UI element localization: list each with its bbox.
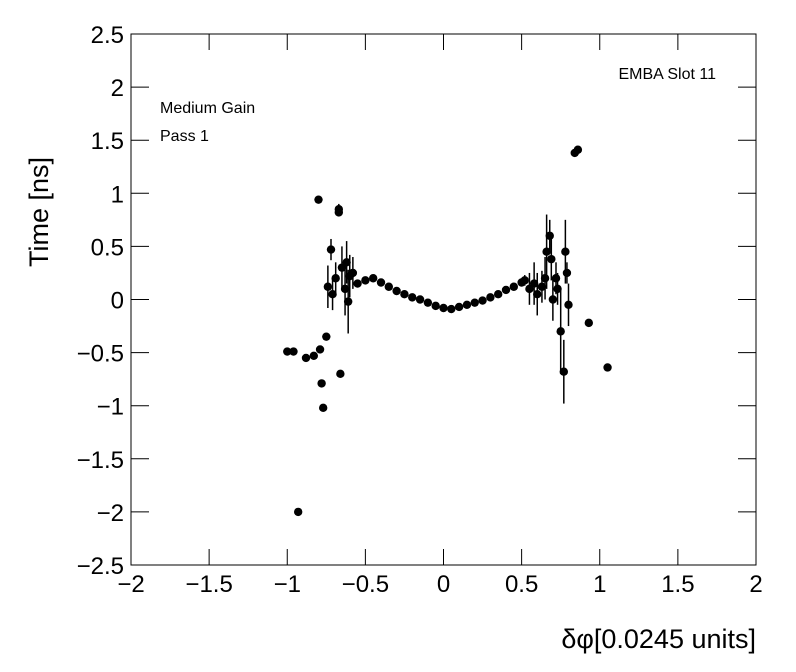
data-point <box>493 289 503 299</box>
x-tick-label: −1.5 <box>185 571 232 598</box>
data-point <box>439 303 448 313</box>
data-point <box>318 403 328 413</box>
data-point <box>545 231 554 240</box>
data-point <box>423 298 433 307</box>
annotation: EMBA Slot 11 <box>618 66 716 83</box>
data-point <box>551 274 561 283</box>
data-point <box>400 289 409 299</box>
x-tick-label: 2 <box>749 571 762 598</box>
data-point <box>556 327 565 336</box>
data-point <box>309 351 319 360</box>
data-point <box>478 296 487 305</box>
data-point <box>283 347 292 356</box>
data-point <box>509 282 519 291</box>
data-point <box>559 367 569 376</box>
x-tick-label: −2 <box>117 571 144 598</box>
data-point <box>328 289 337 299</box>
data-point <box>314 195 323 204</box>
data-point <box>368 274 378 283</box>
annotation: Pass 1 <box>160 128 209 145</box>
data-point <box>376 278 386 287</box>
data-point <box>343 297 353 306</box>
y-tick-label: 1.5 <box>91 128 124 155</box>
data-point <box>603 363 612 372</box>
data-point <box>392 286 401 296</box>
data-point <box>537 282 547 291</box>
data-point <box>408 293 417 302</box>
data-point <box>315 345 325 354</box>
data-point <box>415 295 425 304</box>
data-point <box>301 353 311 363</box>
data-point <box>540 274 550 283</box>
data-point <box>584 318 594 328</box>
data-point <box>342 258 351 267</box>
y-tick-label: −1.5 <box>77 447 124 474</box>
data-point <box>486 293 495 302</box>
x-axis-label: δφ[0.0245 units] <box>561 624 756 654</box>
x-tick-label: −0.5 <box>342 571 389 598</box>
data-point <box>322 332 331 341</box>
x-tick-label: −1 <box>274 571 301 598</box>
data-point <box>520 276 529 285</box>
data-point <box>542 247 551 256</box>
y-tick-label: −0.5 <box>77 341 124 368</box>
data-point <box>548 295 558 304</box>
data-point <box>454 302 464 312</box>
data-point <box>470 298 479 307</box>
x-tick-label: 0.5 <box>505 571 538 598</box>
data-point <box>340 284 350 294</box>
data-point <box>564 300 573 310</box>
data-point <box>501 285 511 295</box>
y-tick-label: −1 <box>97 394 124 421</box>
x-tick-label: 0 <box>437 571 450 598</box>
y-tick-label: −2.5 <box>77 553 124 580</box>
data-point <box>561 247 570 256</box>
data-point <box>331 274 340 283</box>
data-point <box>348 268 358 278</box>
y-tick-label: 0.5 <box>91 234 124 261</box>
data-point <box>317 379 326 388</box>
data-point <box>384 282 394 291</box>
y-tick-label: 0 <box>111 288 124 315</box>
data-point <box>562 268 572 278</box>
data-point <box>334 208 344 217</box>
y-tick-label: 2.5 <box>91 22 124 49</box>
data-point <box>462 300 472 310</box>
y-tick-label: 2 <box>111 75 124 102</box>
annotation: Medium Gain <box>160 100 255 117</box>
x-tick-label: 1 <box>593 571 606 598</box>
data-point <box>361 276 370 285</box>
y-tick-label: 1 <box>111 181 124 208</box>
data-point <box>573 145 583 154</box>
data-point <box>289 347 298 356</box>
data-point <box>326 245 336 254</box>
data-point <box>529 279 539 288</box>
data-point <box>547 254 556 264</box>
data-point <box>533 289 542 299</box>
y-axis-label: Time [ns] <box>24 157 54 267</box>
data-point <box>293 507 303 517</box>
x-tick-label: 1.5 <box>661 571 694 598</box>
data-point <box>447 304 456 314</box>
data-point <box>336 369 345 379</box>
data-point <box>431 301 440 311</box>
data-point <box>353 279 362 288</box>
y-tick-label: −2 <box>97 500 124 527</box>
data-point <box>323 282 333 291</box>
data-point <box>553 284 562 294</box>
